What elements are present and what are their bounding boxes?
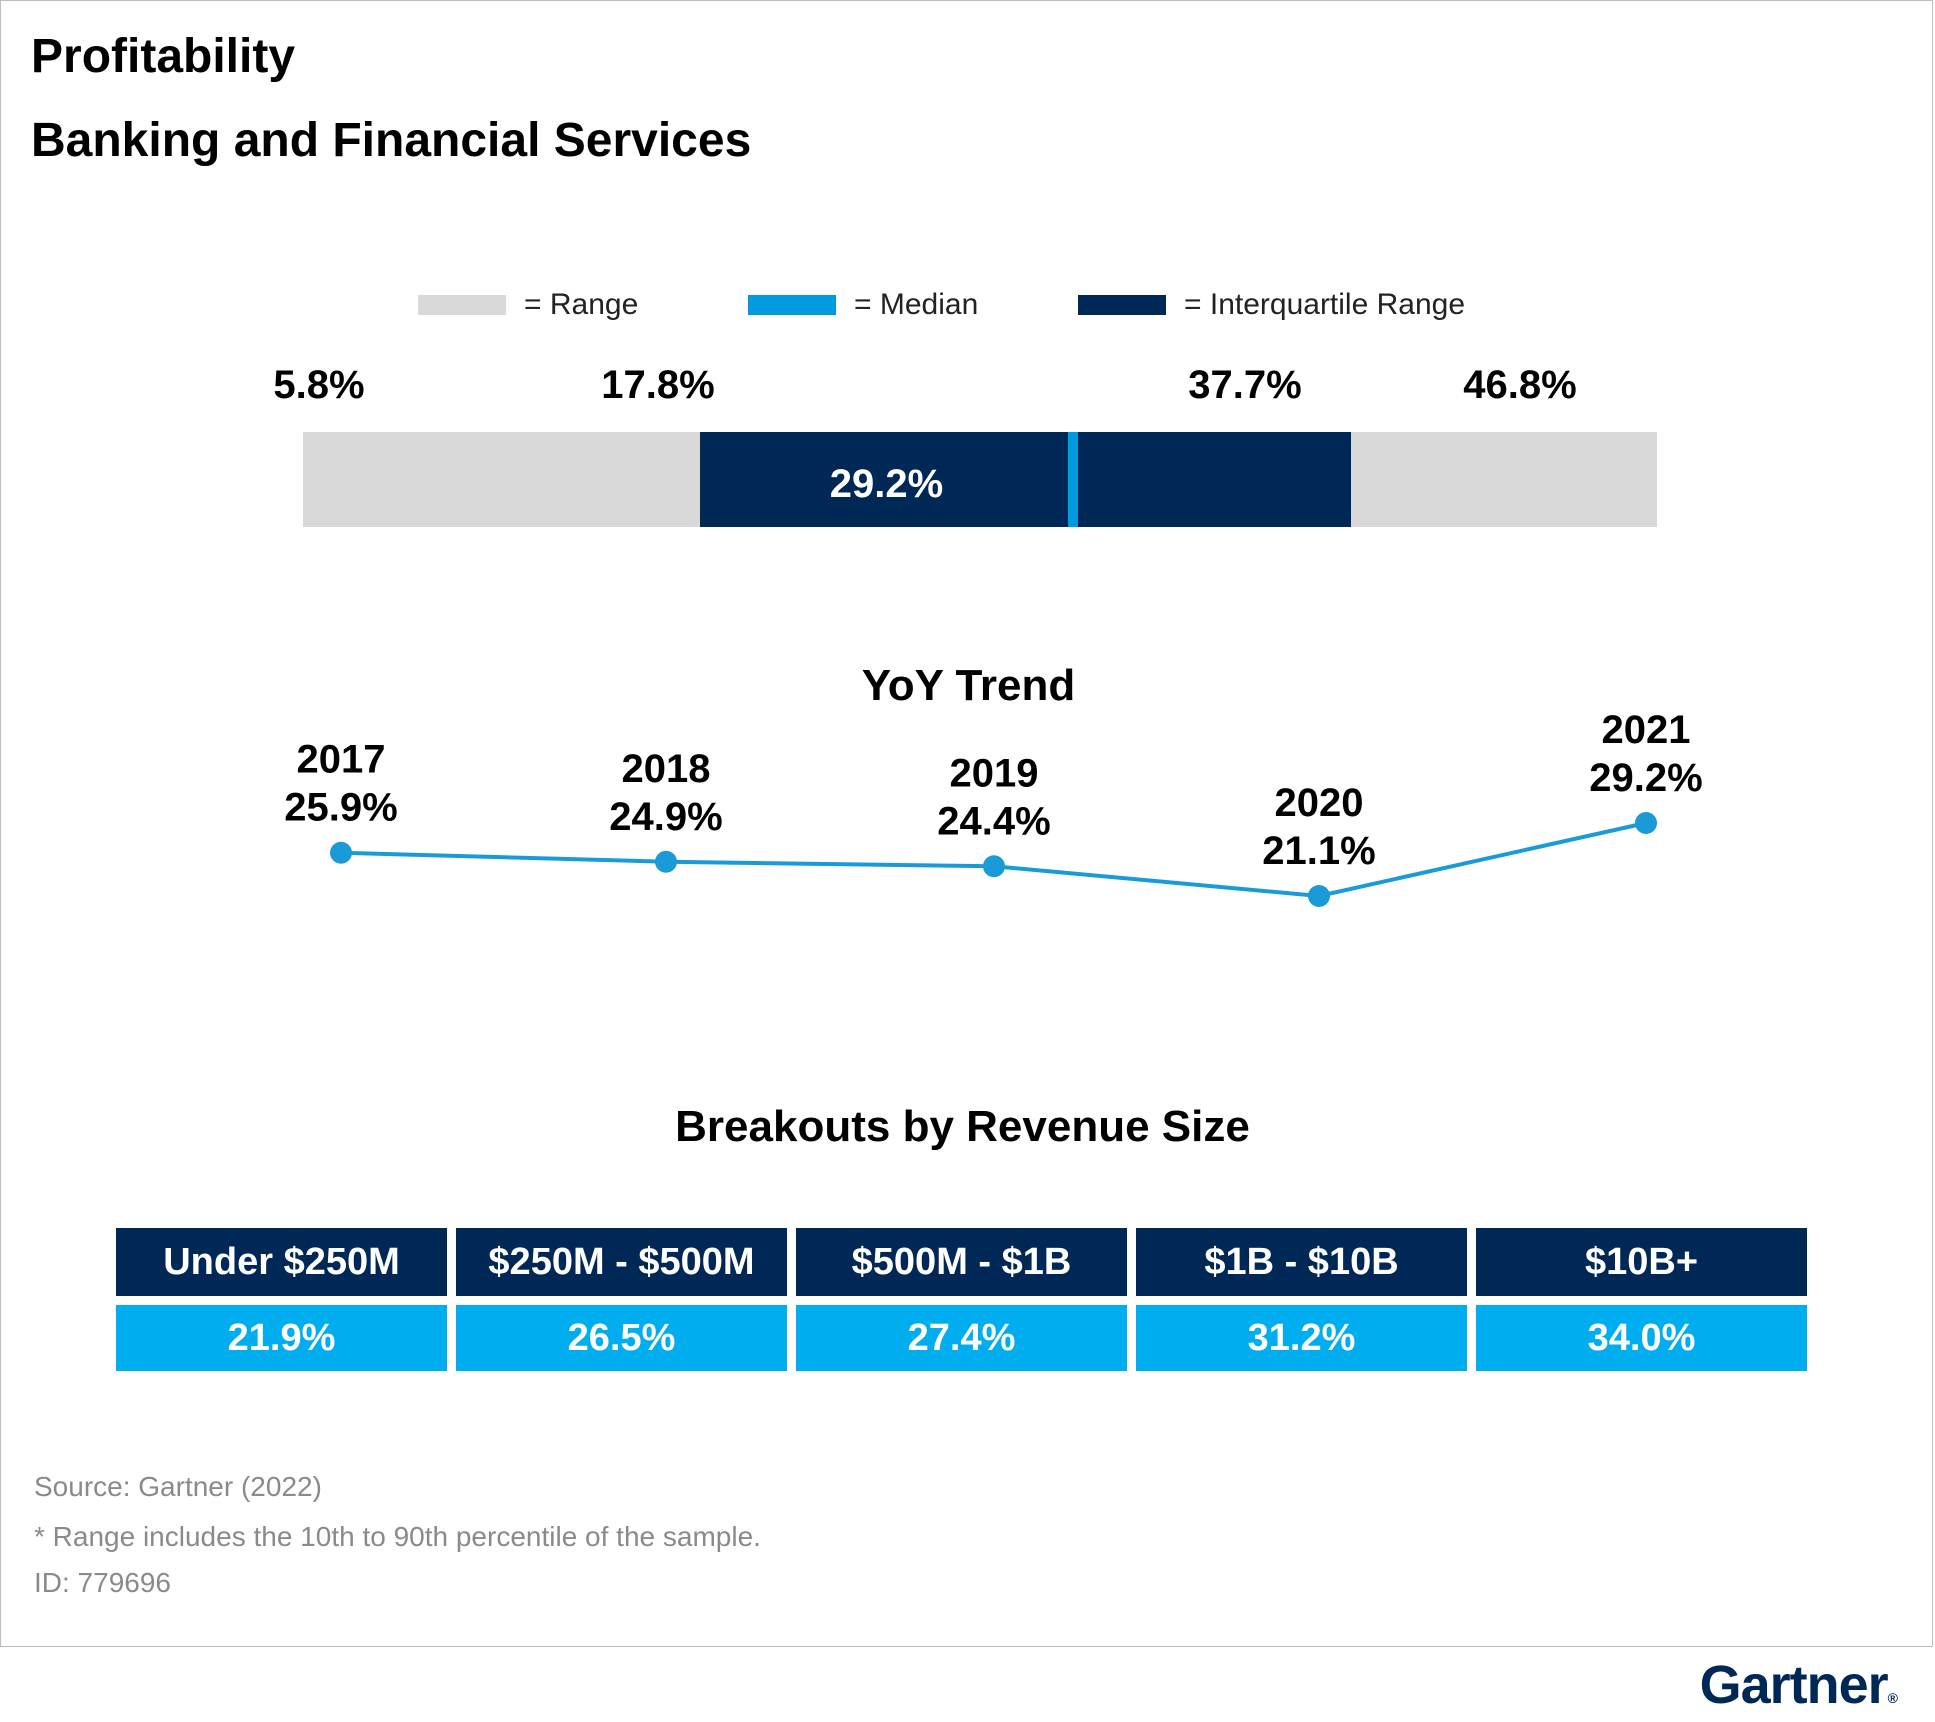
brand-name: Gartner [1699, 1655, 1889, 1715]
breakout-header: $250M - $500M [456, 1228, 787, 1296]
trend-point-2019 [983, 855, 1005, 878]
trend-point-2017 [330, 841, 352, 864]
legend-iqr-swatch [1078, 295, 1166, 315]
trend-value-label: 24.9% [609, 795, 722, 839]
range-note: * Range includes the 10th to 90th percen… [34, 1521, 761, 1552]
legend-median: = Median [748, 285, 978, 325]
trend-point-2020 [1308, 885, 1330, 907]
breakout-value: 34.0% [1476, 1305, 1807, 1371]
trend-point-2018 [655, 850, 677, 873]
breakout-header: Under $250M [116, 1228, 447, 1296]
breakout-value: 21.9% [116, 1305, 447, 1371]
legend-range-swatch [418, 295, 506, 315]
trend-year-label: 2017 [297, 738, 386, 782]
iqr-bar [700, 432, 1351, 527]
trend-year-label: 2018 [622, 747, 711, 791]
breakout-value: 27.4% [796, 1305, 1127, 1371]
legend-median-swatch [748, 295, 836, 315]
median-label: 29.2% [829, 462, 944, 506]
trend-point-2021 [1635, 812, 1657, 834]
trend-year-label: 2020 [1275, 781, 1364, 825]
iqr-q1-label: 17.8% [601, 363, 715, 407]
legend-range: = Range [418, 285, 638, 325]
legend-iqr-label: = Interquartile Range [1184, 288, 1466, 321]
source-note: Source: Gartner (2022) [34, 1471, 322, 1502]
trend-title: YoY Trend [861, 661, 1076, 710]
trend-value-label: 21.1% [1262, 829, 1375, 873]
trend-year-label: 2019 [950, 751, 1039, 795]
trend-value-label: 24.4% [937, 799, 1050, 843]
breakouts-title: Breakouts by Revenue Size [675, 1102, 1250, 1151]
breakout-value: 31.2% [1136, 1305, 1467, 1371]
page-subtitle: Banking and Financial Services [31, 114, 752, 167]
breakout-value: 26.5% [456, 1305, 787, 1371]
trend-value-label: 29.2% [1589, 756, 1702, 800]
breakout-header: $1B - $10B [1136, 1228, 1467, 1296]
trend-value-label: 25.9% [284, 786, 397, 830]
page-title: Profitability [31, 30, 296, 83]
brand-mark: ® [1887, 1690, 1898, 1706]
trend-year-label: 2021 [1602, 708, 1691, 752]
id-note: ID: 779696 [34, 1567, 171, 1598]
chart-card: Profitability Banking and Financial Serv… [0, 0, 1933, 1647]
median-marker [1067, 432, 1078, 527]
breakout-header: $10B+ [1476, 1228, 1807, 1296]
iqr-q3-label: 37.7% [1188, 363, 1302, 407]
breakout-header: $500M - $1B [796, 1228, 1127, 1296]
legend-median-label: = Median [854, 288, 979, 321]
legend-range-label: = Range [524, 288, 639, 321]
range-max-label: 46.8% [1463, 363, 1577, 407]
gartner-logo: Gartner® [1699, 1654, 1898, 1716]
legend-iqr: = Interquartile Range [1078, 285, 1465, 325]
range-bar: 29.2% [303, 432, 1657, 527]
range-min-label: 5.8% [273, 363, 365, 407]
